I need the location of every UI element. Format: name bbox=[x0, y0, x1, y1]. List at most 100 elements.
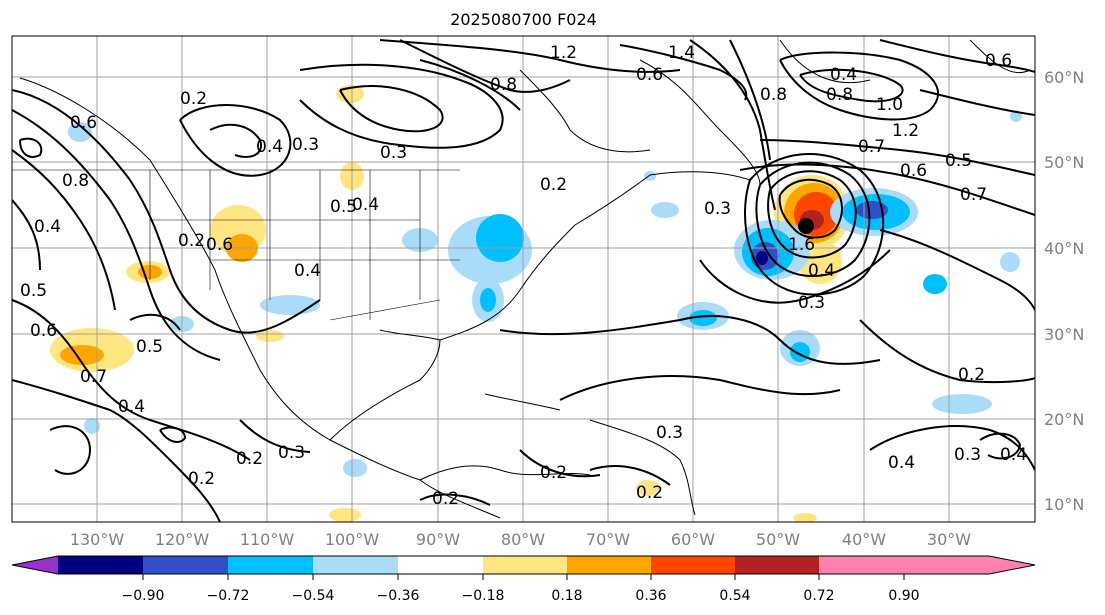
contour-label: 0.8 bbox=[760, 85, 787, 105]
contour-label: 0.3 bbox=[656, 423, 683, 443]
colorbar-segment bbox=[651, 556, 735, 574]
contour-label: 0.6 bbox=[30, 321, 57, 341]
contour-label: 0.2 bbox=[540, 463, 567, 483]
lon-label: 30°W bbox=[927, 530, 971, 549]
contour-label: 0.2 bbox=[432, 489, 459, 509]
contours bbox=[12, 39, 1035, 522]
cool-shade bbox=[476, 214, 524, 262]
contour-label: 0.4 bbox=[1000, 445, 1027, 465]
contour-label: 0.7 bbox=[80, 367, 107, 387]
contour-label: 0.2 bbox=[180, 89, 207, 109]
colorbar-tick-label: −0.90 bbox=[122, 588, 165, 604]
colorbar-extend-right bbox=[989, 556, 1035, 574]
contour-label: 0.4 bbox=[830, 65, 857, 85]
contour-label: 0.7 bbox=[960, 185, 987, 205]
lon-label: 80°W bbox=[501, 530, 545, 549]
colorbar-segment bbox=[567, 556, 651, 574]
lat-label: 20°N bbox=[1044, 410, 1084, 429]
colorbar-segment bbox=[904, 556, 989, 574]
cool-shade bbox=[756, 251, 768, 265]
colorbar-tick-label: 0.54 bbox=[719, 588, 750, 604]
colorbar-segment bbox=[483, 556, 567, 574]
contour-label: 0.8 bbox=[826, 85, 853, 105]
colorbar-segment bbox=[143, 556, 228, 574]
lon-label: 40°W bbox=[842, 530, 886, 549]
cool-shade bbox=[644, 171, 656, 181]
contour-label: 0.2 bbox=[958, 365, 985, 385]
colorbar-segment bbox=[58, 556, 143, 574]
longitude-labels: 130°W 120°W 110°W 100°W 90°W 80°W 70°W 6… bbox=[70, 530, 971, 549]
warm-shade bbox=[329, 508, 361, 522]
lon-label: 100°W bbox=[325, 530, 380, 549]
colorbar-segment bbox=[735, 556, 819, 574]
contour-label: 0.8 bbox=[490, 75, 517, 95]
cool-shade bbox=[923, 274, 947, 294]
contour-label: 0.4 bbox=[256, 137, 283, 157]
contour-label: 0.2 bbox=[636, 483, 663, 503]
colorbar-tick-label: −0.18 bbox=[462, 588, 505, 604]
contour-label: 0.4 bbox=[294, 261, 321, 281]
colorbar-tick-label: 0.90 bbox=[888, 588, 919, 604]
contour-label: 0.4 bbox=[352, 195, 379, 215]
cool-shade bbox=[1000, 252, 1020, 272]
contour-label: 0.3 bbox=[954, 445, 981, 465]
contour-label: 0.2 bbox=[178, 231, 205, 251]
lon-label: 110°W bbox=[240, 530, 295, 549]
colorbar-ticks bbox=[142, 574, 905, 580]
contour-label: 0.2 bbox=[540, 175, 567, 195]
colorbar-tick-label: 0.72 bbox=[803, 588, 834, 604]
map-frame bbox=[11, 35, 1036, 523]
colorbar-tick-label: −0.36 bbox=[377, 588, 420, 604]
colorbar-segment bbox=[819, 556, 904, 574]
lat-label: 10°N bbox=[1044, 495, 1084, 514]
lon-label: 50°W bbox=[756, 530, 800, 549]
cool-shade bbox=[68, 122, 92, 142]
colorbar-segment bbox=[228, 556, 313, 574]
contour-label: 0.6 bbox=[206, 235, 233, 255]
contour-label: 0.6 bbox=[70, 113, 97, 133]
contour-labels: 1.2 1.4 0.8 0.6 0.8 0.4 0.6 0.8 1.0 1.2 … bbox=[20, 43, 1027, 509]
colorbar: −0.90 −0.72 −0.54 −0.36 −0.18 0.18 0.36 … bbox=[11, 555, 1036, 604]
gridlines bbox=[12, 36, 1035, 522]
coastlines bbox=[19, 39, 1031, 519]
contour-label: 0.5 bbox=[136, 337, 163, 357]
warm-shade bbox=[793, 513, 817, 522]
contour-label: 0.6 bbox=[636, 65, 663, 85]
contour-label: 0.3 bbox=[798, 293, 825, 313]
lon-label: 130°W bbox=[70, 530, 125, 549]
latitude-labels: 60°N 50°N 40°N 30°N 20°N 10°N bbox=[1044, 68, 1084, 514]
lat-label: 40°N bbox=[1044, 239, 1084, 258]
contour-label: 0.6 bbox=[985, 51, 1012, 71]
warm-shade bbox=[60, 345, 104, 365]
contour-label: 0.5 bbox=[20, 281, 47, 301]
contour-label: 0.3 bbox=[278, 443, 305, 463]
colorbar-extend-left bbox=[12, 556, 58, 574]
contour-label: 0.4 bbox=[808, 261, 835, 281]
cool-shade bbox=[343, 459, 367, 477]
colorbar-tick-label: −0.72 bbox=[207, 588, 250, 604]
contour-label: 0.4 bbox=[34, 217, 61, 237]
colorbar-tick-label: 0.18 bbox=[551, 588, 582, 604]
cool-shade bbox=[689, 310, 717, 326]
cool-shade bbox=[932, 394, 992, 414]
contour-label: 1.6 bbox=[788, 235, 815, 255]
contour-label: 1.2 bbox=[892, 121, 919, 141]
storm-center-marker bbox=[798, 218, 814, 234]
contour-label: 0.3 bbox=[704, 199, 731, 219]
contour-label: 0.2 bbox=[188, 469, 215, 489]
colorbar-tick-label: −0.54 bbox=[292, 588, 335, 604]
lat-label: 50°N bbox=[1044, 153, 1084, 172]
contour-label: 0.4 bbox=[118, 397, 145, 417]
lon-label: 120°W bbox=[155, 530, 210, 549]
contour-label: 0.8 bbox=[62, 171, 89, 191]
lon-label: 70°W bbox=[586, 530, 630, 549]
cool-shade bbox=[480, 288, 496, 312]
shaded-anomalies bbox=[50, 85, 1022, 522]
contour-label: 0.3 bbox=[292, 135, 319, 155]
contour-label: 0.2 bbox=[236, 449, 263, 469]
contour-label: 1.0 bbox=[876, 95, 903, 115]
lon-label: 90°W bbox=[416, 530, 460, 549]
warm-shade bbox=[636, 480, 660, 496]
warm-shade bbox=[256, 330, 284, 342]
